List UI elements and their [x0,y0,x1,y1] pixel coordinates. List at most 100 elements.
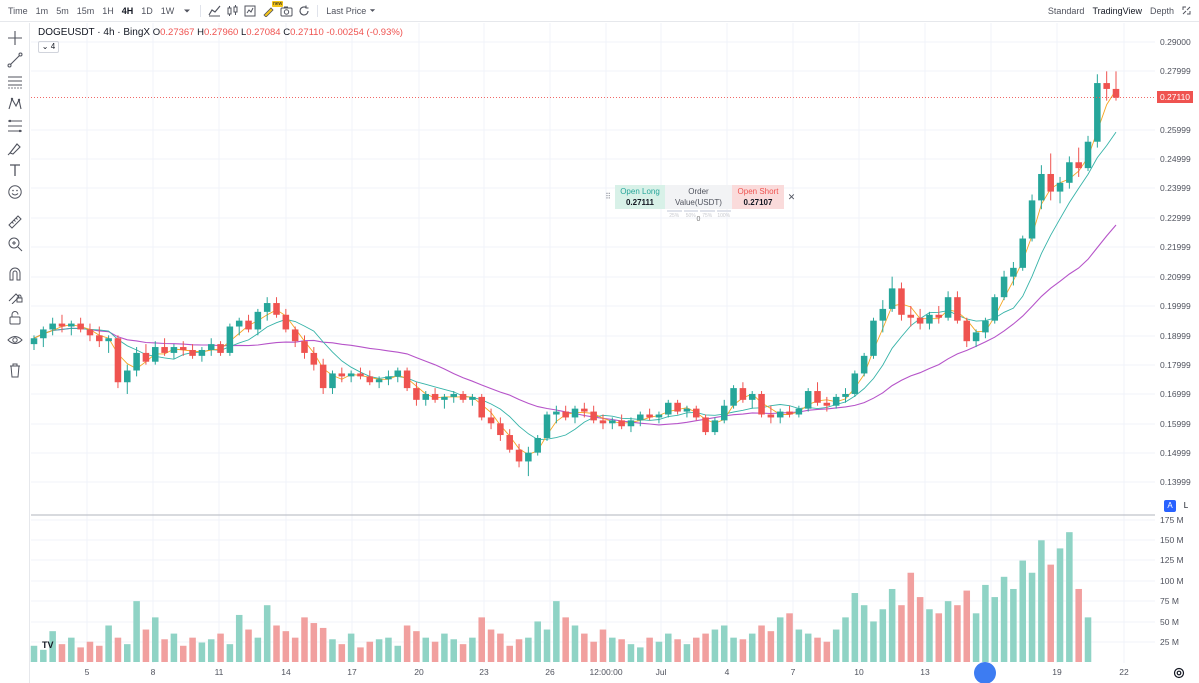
trash-icon[interactable] [5,360,25,380]
timeframe-1h[interactable]: 1H [102,5,114,16]
zoom-in-icon[interactable] [5,234,25,254]
candle-body [1038,173,1045,201]
pattern-icon[interactable] [5,94,25,114]
candle [235,317,243,336]
preset-50[interactable]: 50% [683,210,698,222]
text-icon[interactable] [5,160,25,180]
open-short-price: 0.27107 [743,198,773,207]
top-toolbar: Time 1m 5m 15m 1H 4H 1D 1W new Last Pric… [0,0,1199,22]
unlock-icon[interactable] [5,308,25,328]
candle-body [142,352,150,362]
tab-tradingview[interactable]: TradingView [1092,6,1142,16]
preset-25[interactable]: 25% [667,210,682,222]
screenshot-icon[interactable] [277,0,295,22]
preset-100[interactable]: 100% [716,210,731,222]
candle-body [49,323,56,330]
candle-body [254,311,262,330]
candle [105,335,112,353]
reset-icon[interactable] [295,0,313,22]
indicators-icon[interactable] [241,0,259,22]
candle [40,326,47,348]
volume-bar [459,644,467,662]
time-label[interactable]: Time [8,5,28,16]
brush-icon[interactable] [5,138,25,158]
candle-body [96,335,103,342]
candle-body [105,338,112,342]
eye-icon[interactable] [5,330,25,350]
drawing-new-icon[interactable]: new [259,0,284,22]
candle [888,276,896,312]
fullscreen-icon[interactable] [1182,6,1191,17]
candle [301,335,308,359]
close-icon[interactable]: ✕ [787,192,796,202]
magnet-icon[interactable] [5,264,25,284]
tab-standard[interactable]: Standard [1047,6,1085,16]
candle-body [403,370,411,389]
candle [263,297,271,321]
candle [1019,235,1026,271]
timeframe-4h[interactable]: 4H [121,5,134,16]
open-short-button[interactable]: Open Short 0.27107 [732,185,784,209]
candle-body [1075,162,1082,169]
candle [823,396,831,412]
candle [879,300,887,333]
volume-bar [935,613,943,662]
log-scale-button[interactable]: L [1183,501,1189,510]
emoji-icon[interactable] [5,182,25,202]
candle [926,311,933,330]
candle [1038,165,1045,210]
candle-body [898,288,905,315]
candle [497,417,504,441]
candle [487,408,495,430]
drag-handle-icon[interactable]: ⠿ [605,192,611,201]
timeframe-1w[interactable]: 1W [160,5,175,16]
trendline-icon[interactable] [5,50,25,70]
timeframe-1m[interactable]: 1m [35,5,49,16]
gear-icon[interactable] [1172,666,1186,680]
candle-body [1084,141,1092,169]
candle [898,282,905,321]
timeframe-1d[interactable]: 1D [141,5,153,16]
candle-body [515,449,523,462]
volume-bar [291,637,299,662]
price-tick: 0.25999 [1160,125,1191,135]
indicators-toggle[interactable]: ⌄ 4 [38,41,59,53]
price-source-select[interactable]: Last Price [322,0,380,22]
volume-bar [515,639,523,662]
candle [739,382,747,403]
timeframe-5m[interactable]: 5m [56,5,69,16]
chart-type-icon[interactable] [205,0,223,22]
tab-depth[interactable]: Depth [1149,6,1174,16]
auto-scale-button[interactable]: A [1164,500,1176,512]
floating-assistant-button[interactable] [974,662,996,683]
candle-body [571,408,579,418]
candle-body [1047,173,1054,192]
volume-bar [142,629,150,662]
fib-icon[interactable] [5,116,25,136]
candles-icon[interactable] [223,0,241,22]
order-value-label: Order Value(USDT) [675,187,722,207]
candle [683,405,691,418]
volume-bar [823,641,831,662]
candle-body [375,379,383,383]
candle [394,367,402,383]
timeframe-15m[interactable]: 15m [76,5,95,16]
candle [189,344,196,359]
candle [1075,147,1082,177]
candle [329,370,336,394]
order-value-input[interactable] [668,214,729,225]
candle [161,338,168,356]
candle-body [553,411,560,415]
symbol-title[interactable]: DOGEUSDT · 4h · BingX [38,27,151,38]
candle [674,399,681,415]
horizontal-lines-icon[interactable] [5,72,25,92]
ruler-icon[interactable] [5,212,25,232]
lock-drawing-icon[interactable] [5,286,25,306]
open-long-button[interactable]: Open Long 0.27111 [615,185,665,209]
crosshair-icon[interactable] [5,28,25,48]
preset-75[interactable]: 75% [700,210,715,222]
time-tick: 7 [790,667,796,677]
timeframe-dropdown-icon[interactable] [178,0,196,22]
candle [1084,135,1092,172]
